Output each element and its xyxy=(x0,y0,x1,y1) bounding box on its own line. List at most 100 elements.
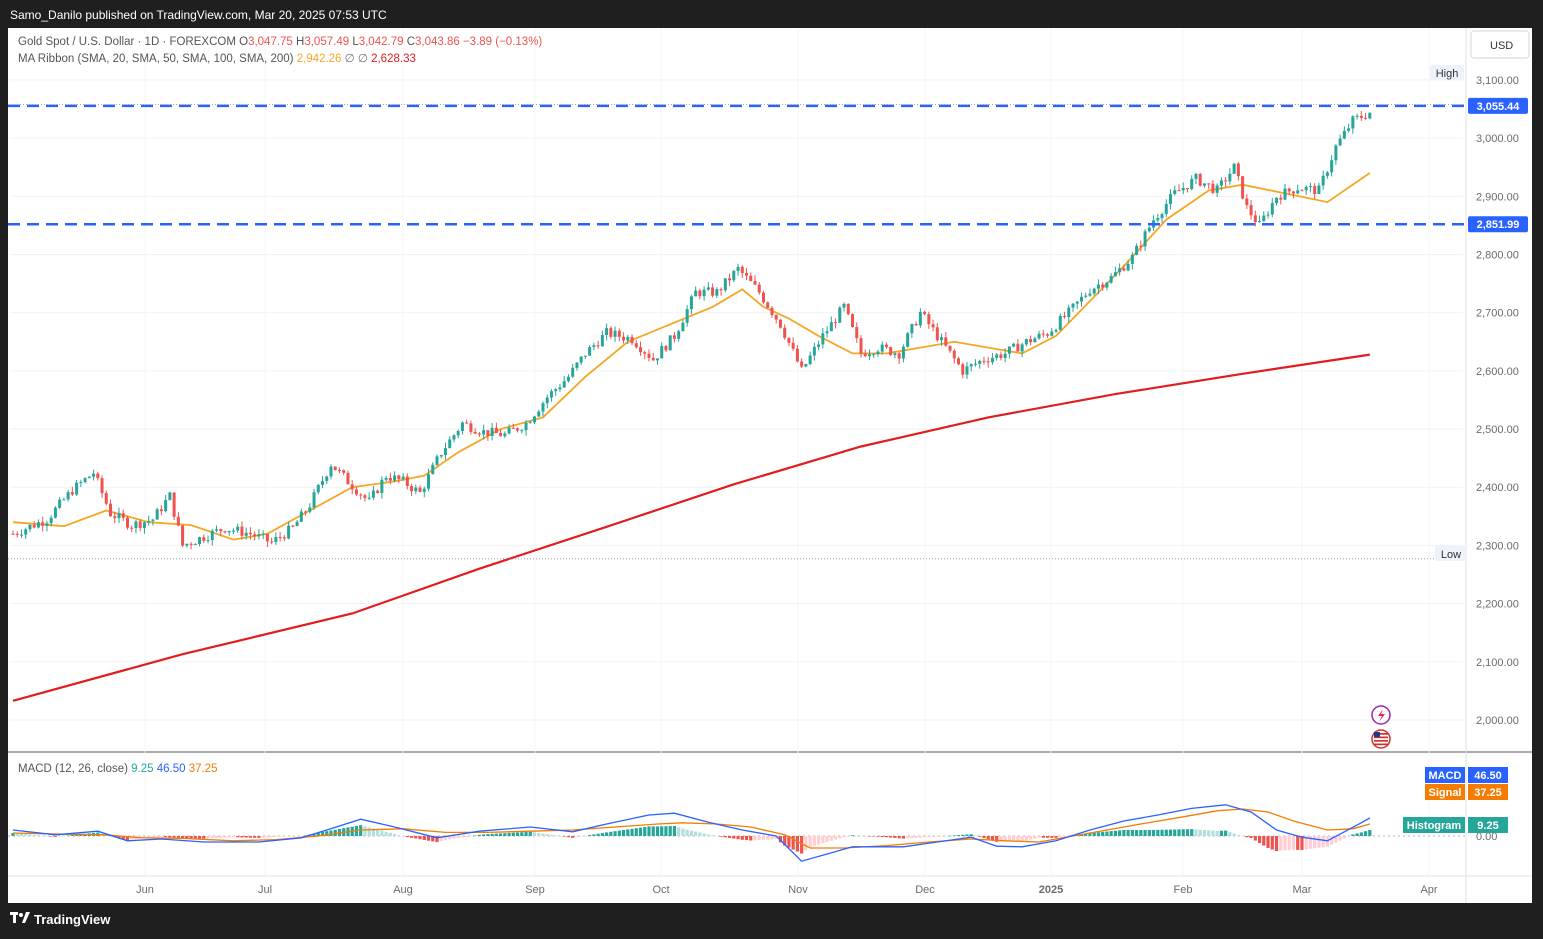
histogram-bar xyxy=(1236,835,1240,836)
candle-body xyxy=(766,302,770,308)
histogram-bar xyxy=(689,830,693,836)
histogram-bar xyxy=(1219,830,1223,836)
candle xyxy=(1236,162,1240,181)
candle xyxy=(58,497,62,510)
candle-body xyxy=(1232,163,1236,174)
candle xyxy=(431,462,435,475)
candle xyxy=(558,383,562,392)
histogram-bar xyxy=(329,830,333,836)
histogram-bar xyxy=(1317,836,1321,848)
candle-body xyxy=(825,331,829,334)
x-tick-label: Jul xyxy=(258,884,272,896)
candle xyxy=(104,490,108,506)
footer-brand[interactable]: TradingView xyxy=(10,912,110,927)
candle xyxy=(842,302,846,312)
candle-body xyxy=(282,537,286,539)
candle-body xyxy=(104,493,108,504)
candle xyxy=(393,471,397,483)
candle xyxy=(1101,282,1105,291)
macd-panel: 0.00 MACD 46.50 Signal 37.25 Histogram 9.25 xyxy=(8,767,1508,862)
histogram-bar xyxy=(583,835,587,837)
candle-body xyxy=(346,472,350,485)
candle xyxy=(1283,183,1287,201)
candle-body xyxy=(711,287,715,296)
candle-body xyxy=(62,499,66,501)
candle-body xyxy=(448,439,452,449)
candle-body xyxy=(579,356,583,363)
histogram-bar xyxy=(800,836,804,854)
candle-body xyxy=(914,324,918,326)
candle xyxy=(575,362,579,371)
candle xyxy=(1143,229,1147,252)
candle xyxy=(787,337,791,347)
candle-body xyxy=(524,422,528,431)
candle xyxy=(1347,123,1351,133)
candle-body xyxy=(745,273,749,276)
candle-body xyxy=(431,464,435,475)
high-tag: High xyxy=(1436,68,1459,80)
histogram-bar xyxy=(859,835,863,837)
candle-body xyxy=(1215,185,1219,193)
candle-body xyxy=(1359,115,1363,118)
candle-body xyxy=(851,314,855,327)
histogram-bar xyxy=(1101,831,1105,836)
candle xyxy=(28,524,32,533)
candle xyxy=(545,394,549,409)
candle xyxy=(439,454,443,459)
candle-body xyxy=(1012,343,1016,347)
candle-body xyxy=(1236,163,1240,177)
histogram-bar xyxy=(1347,836,1351,837)
candle-body xyxy=(651,357,655,361)
candle xyxy=(1266,211,1270,219)
chart-svg[interactable]: 2,000.00 2,100.00 2,200.00 2,300.00 2,400.00… xyxy=(8,28,1532,903)
candle-body xyxy=(1075,301,1079,304)
x-tick-label: Feb xyxy=(1174,884,1193,896)
candle-body xyxy=(935,327,939,341)
histogram-bar xyxy=(961,834,965,836)
candle xyxy=(791,337,795,352)
candle-body xyxy=(829,322,833,332)
histogram-bar xyxy=(1266,836,1270,848)
macd-badge-histogram: Histogram 9.25 xyxy=(1403,817,1508,833)
candle-body xyxy=(855,326,859,339)
histogram-bar xyxy=(702,833,706,836)
candle-body xyxy=(121,513,125,518)
candle xyxy=(261,530,265,540)
histogram-bar xyxy=(151,836,155,838)
publisher-text: Samo_Danilo published on TradingView.com… xyxy=(10,8,387,22)
candle-body xyxy=(1054,329,1058,332)
candle xyxy=(982,356,986,365)
candle xyxy=(1279,194,1283,205)
candle xyxy=(494,422,498,434)
legend-ma-value: 2,628.33 xyxy=(371,53,416,65)
histogram-bar xyxy=(554,835,558,836)
histogram-bar xyxy=(817,836,821,845)
histogram-bar xyxy=(605,832,609,836)
histogram-bar xyxy=(240,836,244,838)
candle xyxy=(694,286,698,297)
histogram-bar xyxy=(515,832,520,836)
candle-body xyxy=(812,346,816,356)
candle xyxy=(316,483,320,495)
candle xyxy=(706,282,710,291)
candle xyxy=(1126,259,1130,272)
candle xyxy=(1003,348,1007,363)
candle xyxy=(215,525,219,533)
candle xyxy=(1211,179,1215,195)
histogram-bar xyxy=(1173,829,1177,836)
candle xyxy=(829,316,833,332)
tradingview-logo-icon xyxy=(10,912,30,927)
histogram-bar xyxy=(1151,829,1156,836)
histogram-bar xyxy=(1130,830,1134,836)
candle xyxy=(477,431,481,438)
histogram-bar xyxy=(333,829,337,836)
lightning-icon-bolt xyxy=(1378,709,1385,722)
histogram-bar xyxy=(804,836,808,851)
candle-body xyxy=(910,324,914,334)
histogram-bar xyxy=(494,833,498,836)
histogram-bar xyxy=(1003,836,1007,842)
candle xyxy=(202,534,206,544)
histogram-bar xyxy=(147,836,151,838)
candle xyxy=(376,489,380,494)
candle-body xyxy=(1253,215,1257,223)
